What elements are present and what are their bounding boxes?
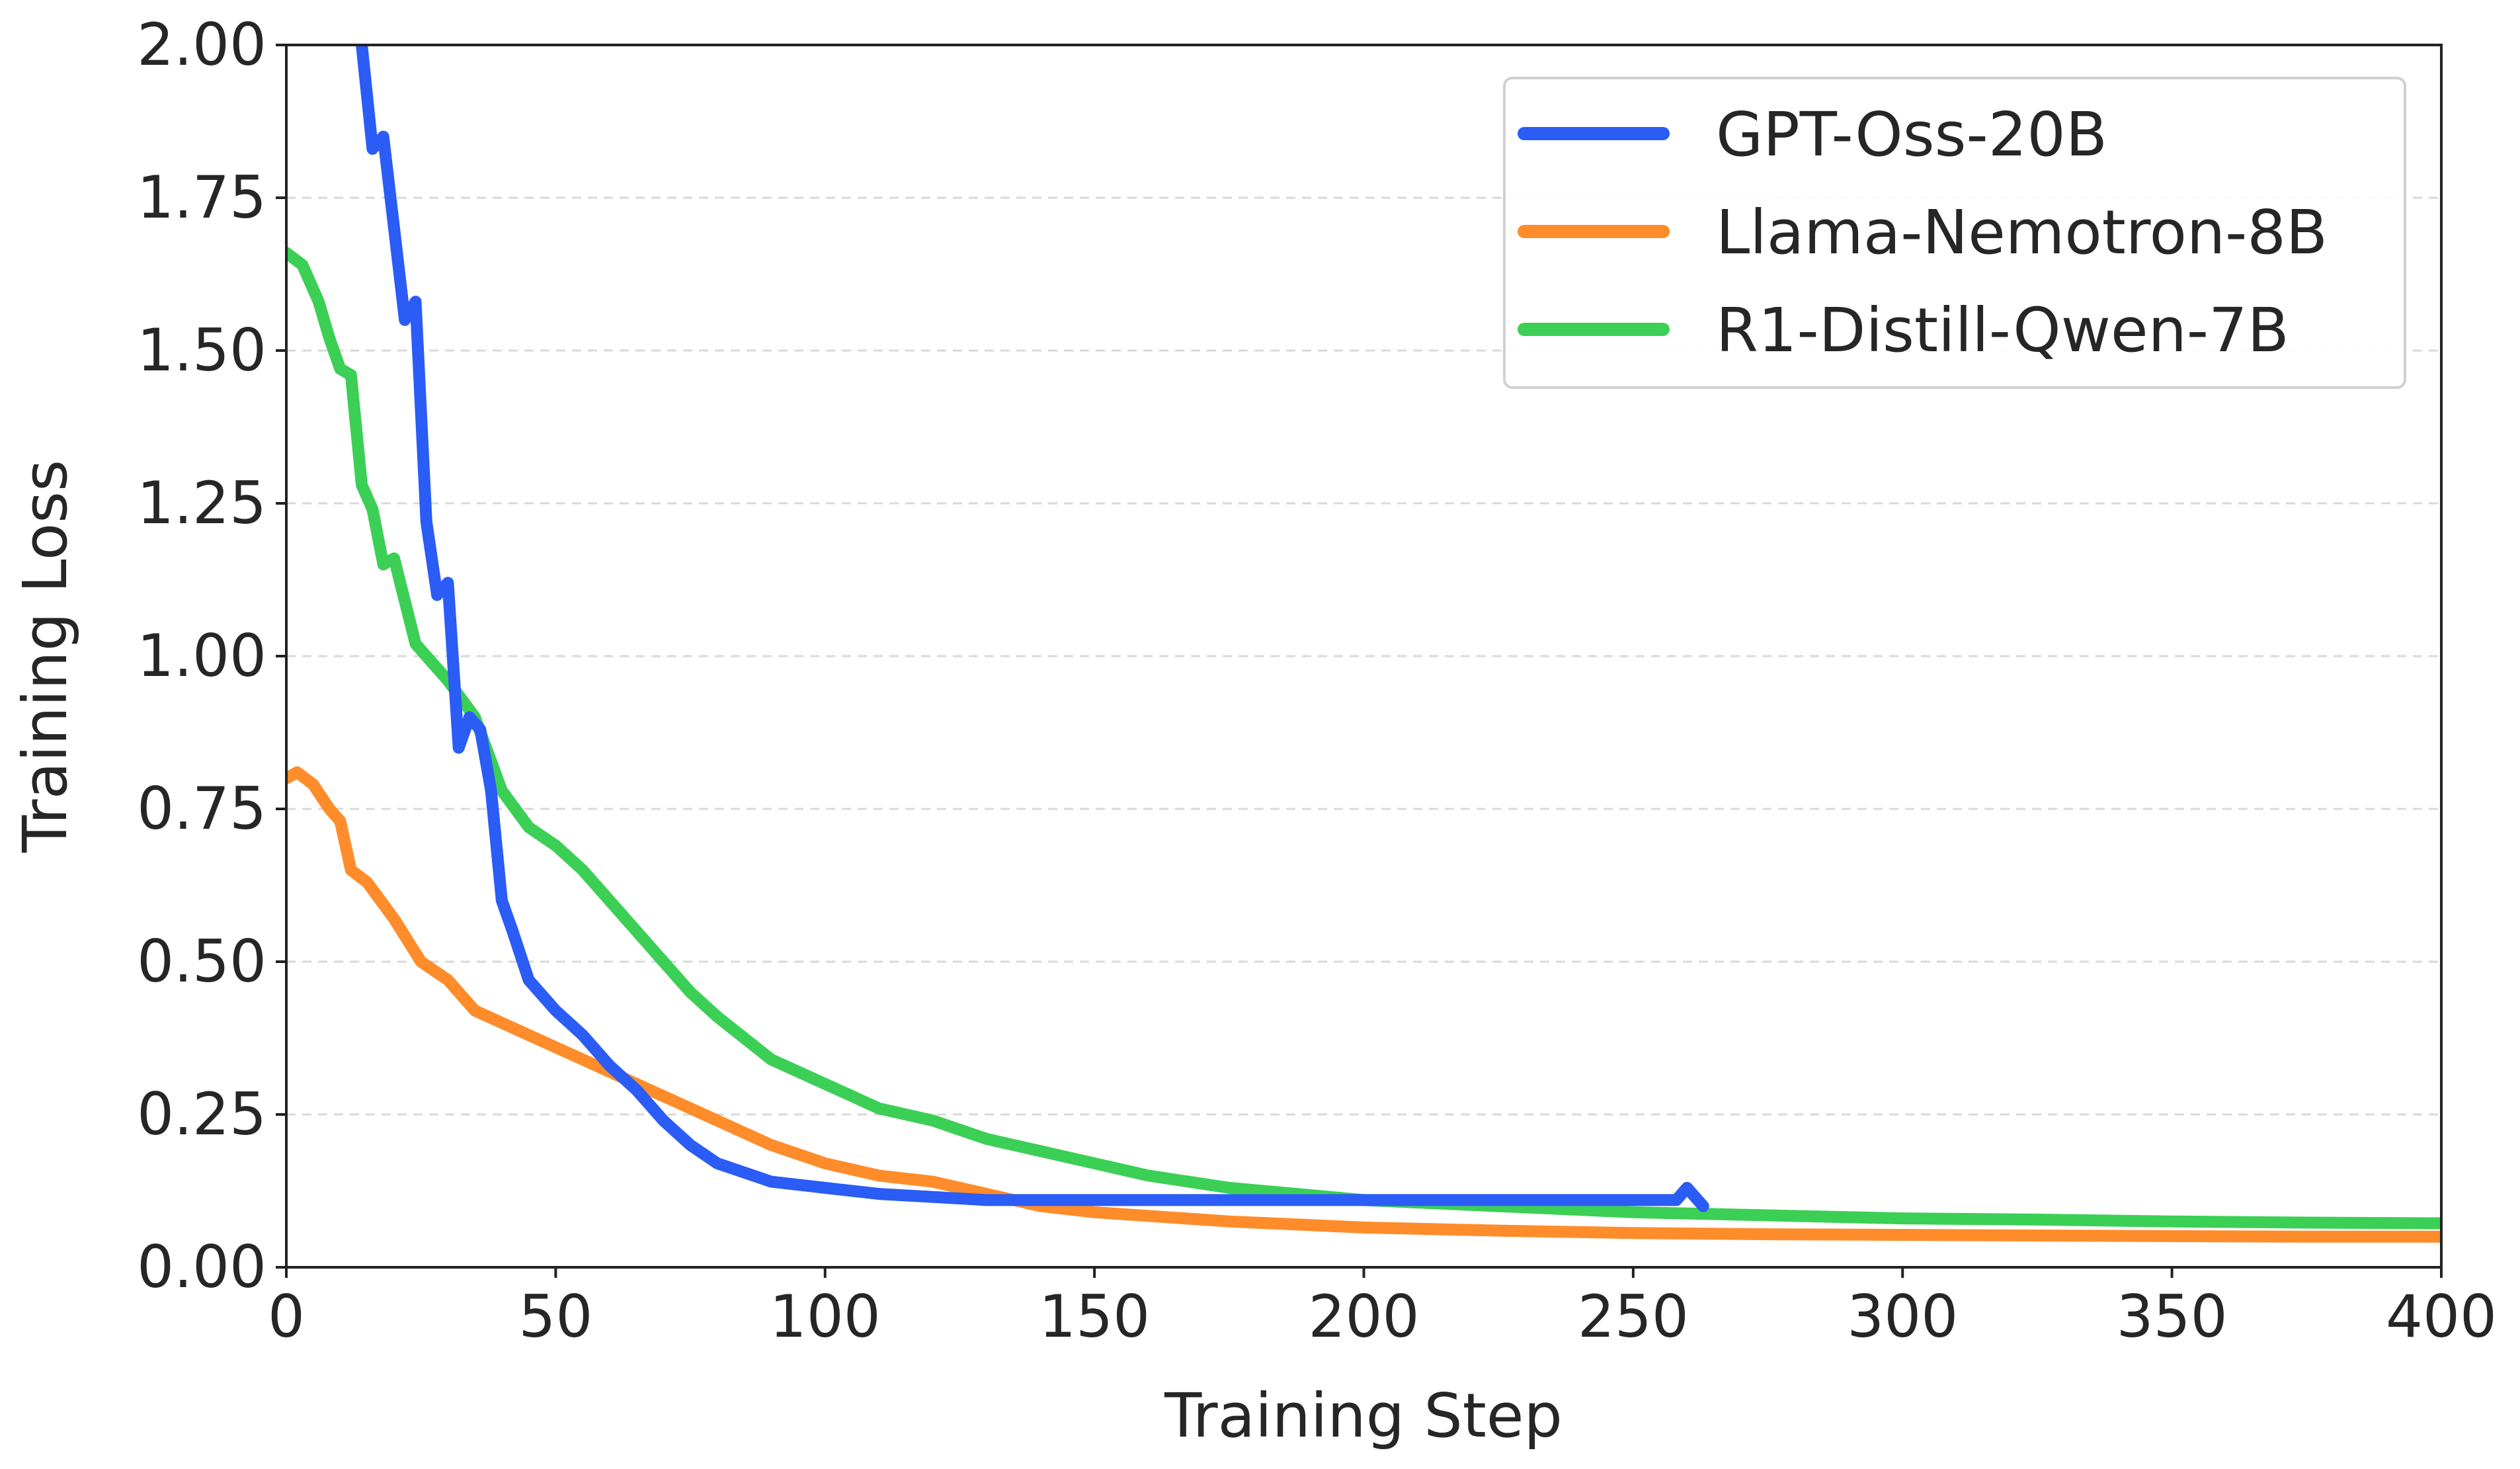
x-axis-ticks: 0 50 100 150 200 250 300 350 400 <box>268 1267 2497 1351</box>
x-tick-label-7: 350 <box>2117 1282 2228 1351</box>
x-axis-label: Training Step <box>1164 1380 1563 1451</box>
legend-label-llama-nemotron-8b: Llama-Nemotron-8B <box>1716 197 2328 268</box>
legend-label-r1-distill-qwen-7b: R1-Distill-Qwen-7B <box>1716 295 2289 366</box>
y-tick-label-4: 1.00 <box>137 622 266 690</box>
series-line-r1-distill-qwen-7b <box>286 247 2441 1230</box>
y-tick-label-1: 0.25 <box>137 1080 266 1148</box>
y-tick-label-5: 1.25 <box>137 469 266 537</box>
y-tick-label-0: 0.00 <box>137 1233 266 1301</box>
y-axis-ticks: 0.00 0.25 0.50 0.75 1.00 1.25 1.50 1.75 2.00 <box>137 11 286 1301</box>
x-tick-label-6: 300 <box>1847 1282 1958 1351</box>
y-tick-label-7: 1.75 <box>137 163 266 231</box>
y-tick-label-6: 1.50 <box>137 316 266 384</box>
x-tick-label-0: 0 <box>268 1282 305 1351</box>
y-tick-label-3: 0.75 <box>137 775 266 843</box>
x-tick-label-5: 250 <box>1578 1282 1689 1351</box>
series-line-llama-nemotron-8b <box>286 766 2441 1243</box>
x-tick-label-2: 100 <box>770 1282 881 1351</box>
series-line-gpt-oss-20b <box>356 45 1709 1212</box>
y-tick-label-8: 2.00 <box>137 11 266 79</box>
legend: GPT-Oss-20B Llama-Nemotron-8B R1-Distill-Q… <box>1503 77 2406 389</box>
x-tick-label-3: 150 <box>1039 1282 1150 1351</box>
x-tick-label-4: 200 <box>1309 1282 1420 1351</box>
y-tick-label-2: 0.50 <box>137 927 266 995</box>
y-axis-label: Training Loss <box>10 460 81 853</box>
series-lines <box>286 45 2441 1243</box>
legend-box <box>1503 77 2406 389</box>
legend-label-gpt-oss-20b: GPT-Oss-20B <box>1716 99 2107 170</box>
x-tick-label-8: 400 <box>2386 1282 2497 1351</box>
x-tick-label-1: 50 <box>518 1282 592 1351</box>
